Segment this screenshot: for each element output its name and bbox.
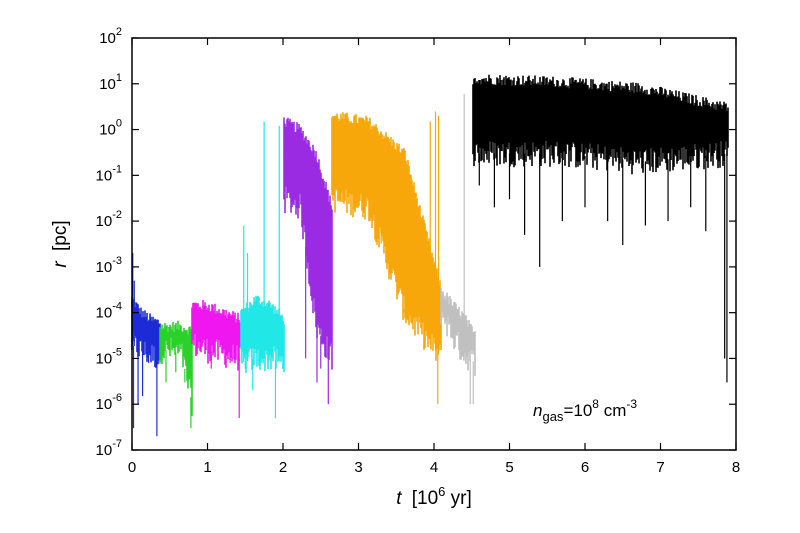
x-axis-title: t [106 yr] [396, 484, 472, 509]
y-axis-unit: [pc] [50, 220, 71, 251]
y-tick-label--3: 10-3 [96, 255, 122, 276]
annotation-exp1: 8 [592, 397, 599, 411]
annotation-eq: =10 [563, 401, 592, 420]
annotation-var: n [533, 401, 542, 420]
series-4-band [283, 117, 333, 370]
y-tick-label--7: 10-7 [96, 438, 122, 459]
x-axis-unit-suffix: yr] [445, 488, 471, 509]
x-tick-label-4: 4 [430, 459, 438, 476]
x-tick-label-5: 5 [505, 459, 513, 476]
x-tick-label-8: 8 [732, 459, 740, 476]
x-axis-unit-exp: 6 [438, 484, 445, 499]
y-tick-label--2: 10-2 [96, 209, 122, 230]
series-5-band [331, 112, 442, 361]
annotation-sub: gas [542, 409, 563, 424]
series-3 [240, 121, 285, 419]
series-2-band [191, 300, 242, 371]
series-6 [440, 93, 476, 405]
series-0-band [131, 297, 161, 368]
y-tick-label-1: 101 [99, 72, 122, 93]
y-axis-var: r [50, 261, 71, 268]
x-tick-label-3: 3 [354, 459, 362, 476]
x-tick-label-6: 6 [581, 459, 589, 476]
x-tick-label-1: 1 [203, 459, 211, 476]
y-axis-title: r [pc] [50, 220, 71, 267]
y-tick-label-2: 102 [99, 26, 122, 47]
y-tick-label-0: 100 [99, 118, 122, 139]
y-tick-label--1: 10-1 [96, 163, 122, 184]
series-0 [131, 253, 161, 437]
series-5 [331, 111, 442, 405]
x-axis-var: t [396, 488, 402, 509]
x-tick-label-7: 7 [656, 459, 664, 476]
y-tick-label--4: 10-4 [96, 301, 122, 322]
series-7-band [472, 74, 729, 175]
series-7 [472, 74, 729, 383]
y-tick-label--5: 10-5 [96, 346, 122, 367]
x-tick-label-2: 2 [279, 459, 287, 476]
x-axis-unit-prefix: [10 [412, 488, 438, 509]
series-4 [283, 117, 333, 405]
annotation-exp2: -3 [626, 397, 637, 411]
series-1 [159, 320, 193, 429]
y-tick-label--6: 10-6 [96, 392, 122, 413]
annotation-unit: cm [599, 401, 626, 420]
gas-density-annotation: ngas=108 cm-3 [533, 397, 637, 424]
x-tick-label-0: 0 [128, 459, 136, 476]
series-1-band [159, 320, 193, 416]
ticks-layer: 0 1 2 3 4 5 6 7 8 10-7 10-6 10-5 10-4 10-3 10-2 10-1 100… [96, 26, 741, 476]
series-layer [131, 74, 729, 437]
series-2 [191, 300, 242, 419]
series-3-band [240, 295, 285, 373]
